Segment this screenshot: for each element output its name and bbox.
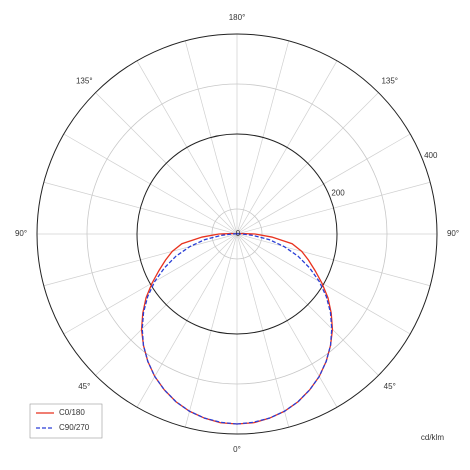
legend: C0/180 C90/270: [36, 408, 90, 432]
angle-tick-label: 90°: [447, 229, 459, 238]
minor-ring: [211, 208, 263, 260]
angle-tick-label: 180°: [229, 13, 246, 22]
center-label: 0: [236, 229, 241, 238]
legend-box: [29, 403, 103, 439]
angle-tick-label: 45°: [384, 382, 396, 391]
curves: [140, 232, 334, 425]
angle-tick-label: 135°: [381, 76, 398, 85]
angle-tick-label: 90°: [15, 229, 27, 238]
grid: [36, 33, 438, 435]
r-tick-label: 200: [331, 188, 345, 197]
legend-label: C90/270: [59, 423, 90, 432]
r-tick-label: 400: [424, 151, 438, 160]
legend-label: C0/180: [59, 408, 85, 417]
minor-ring: [86, 83, 388, 385]
angle-tick-label: 0°: [233, 445, 241, 454]
ring: [136, 133, 338, 335]
intensity-curve: [141, 232, 238, 425]
labels: 200 400 0° 45° 90° 135° 180° 135° 90° 45° 0: [15, 13, 459, 454]
intensity-curve: [236, 232, 333, 425]
angle-tick-label: 45°: [78, 382, 90, 391]
ring: [36, 33, 438, 435]
angle-tick-label: 135°: [76, 76, 93, 85]
unit-label: cd/klm: [421, 433, 444, 442]
